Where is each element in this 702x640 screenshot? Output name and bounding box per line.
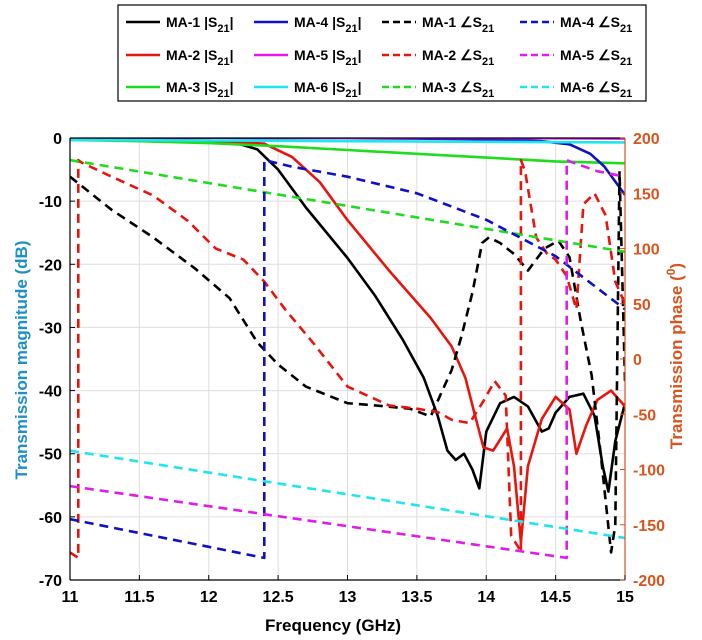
legend-label-main: MA-6 ∠S [560,79,620,95]
right-y-tick-label: 0 [633,352,642,369]
x-tick-label: 14.5 [540,589,571,606]
legend-label-subscript: 21 [217,23,229,35]
series-line-6 [70,138,625,144]
plot-series [70,138,625,560]
legend-label: MA-4 ∠S21 [560,14,632,35]
x-tick-label: 14 [477,589,495,606]
x-tick-label: 12 [200,589,218,606]
left-y-tick-label: -70 [39,573,62,590]
left-y-tick-label: 0 [53,131,62,148]
legend-label-subscript: 21 [345,88,357,100]
x-tick-label: 15 [616,589,634,606]
legend-label: MA-2 ∠S21 [422,47,494,68]
series-line-7 [70,169,625,554]
legend-label-main: MA-4 |S [294,14,345,30]
legend-label-subscript: 21 [620,23,632,35]
legend-label-tail: | [230,79,234,95]
series-line-11 [70,158,625,560]
legend-label-tail: | [230,47,234,63]
legend-label-tail: | [358,47,362,63]
right-y-tick-label: -100 [633,463,665,480]
left-y-tick-label: -10 [39,194,62,211]
legend-label-main: MA-6 |S [294,79,345,95]
legend-label-subscript: 21 [482,88,494,100]
grid [69,137,626,581]
series-line-1 [70,138,625,493]
series-line-10 [70,158,625,560]
legend-label: MA-2 |S21| [166,47,234,68]
legend-label: MA-6 |S21| [294,79,362,100]
legend-label-subscript: 21 [345,56,357,68]
series-line-12 [70,449,625,540]
legend-label: MA-5 |S21| [294,47,362,68]
legend-label-main: MA-5 |S [294,47,345,63]
legend-label-subscript: 21 [620,88,632,100]
x-tick-label: 13 [339,589,357,606]
right-y-tick-label: 100 [633,242,660,259]
right-y-axis-label: Transmission phase (0) [664,263,686,449]
legend-label-main: MA-3 ∠S [422,79,482,95]
right-y-tick-label: 200 [633,131,660,148]
x-tick-label: 13.5 [401,589,432,606]
legend-label-main: MA-3 |S [166,79,217,95]
left-y-tick-label: -60 [39,510,62,527]
left-y-tick-label: -50 [39,447,62,464]
legend-label: MA-1 ∠S21 [422,14,494,35]
legend-label-tail: | [230,14,234,30]
right-label-superscript: 0 [664,268,678,275]
legend-label: MA-4 |S21| [294,14,362,35]
series-line-3 [70,138,625,165]
legend-label-subscript: 21 [482,23,494,35]
axis-ticks: 11 11.5 12 12.5 13 13.5 14 14.5 150-10-20-30-40-… [39,131,665,606]
x-axis-label: Frequency (GHz) [265,616,401,635]
legend-label-main: MA-5 ∠S [560,47,620,63]
legend-label-main: MA-1 |S [166,14,217,30]
left-y-tick-label: -30 [39,320,62,337]
right-y-tick-label: -150 [633,518,665,535]
legend-label-subscript: 21 [345,23,357,35]
legend-label-main: MA-1 ∠S [422,14,482,30]
legend-label-main: MA-2 |S [166,47,217,63]
series-line-9 [70,158,625,254]
x-tick-label: 12.5 [263,589,294,606]
legend-label-subscript: 21 [217,56,229,68]
right-y-tick-label: 50 [633,297,651,314]
legend-label-tail: | [358,14,362,30]
right-y-tick-label: -50 [633,407,656,424]
legend-label-main: MA-4 ∠S [560,14,620,30]
left-y-tick-label: -20 [39,257,62,274]
legend-label-main: MA-2 ∠S [422,47,482,63]
legend: MA-1 |S21| MA-4 |S21| MA-1 ∠S21 MA-4 ∠S21MA… [117,4,647,102]
right-label-main: Transmission phase ( [667,275,686,449]
legend-label-tail: | [358,79,362,95]
legend-label-subscript: 21 [217,88,229,100]
x-tick-label: 11.5 [124,589,154,606]
right-y-axis-label-group: Transmission phase (0) [664,263,686,449]
series-line-2 [70,138,625,544]
legend-label: MA-5 ∠S21 [560,47,632,68]
legend-label-subscript: 21 [620,56,632,68]
legend-label: MA-6 ∠S21 [560,79,632,100]
legend-box [117,4,647,102]
left-y-tick-label: -40 [39,384,62,401]
series-line-8 [70,158,625,560]
right-y-tick-label: -200 [633,573,665,590]
right-y-tick-label: 150 [633,186,660,203]
left-y-axis-label: Transmission magnitude (dB) [12,241,31,480]
legend-label: MA-3 ∠S21 [422,79,494,100]
x-tick-label: 11 [62,589,79,606]
legend-label: MA-3 |S21| [166,79,234,100]
legend-label: MA-1 |S21| [166,14,234,35]
legend-label-subscript: 21 [482,56,494,68]
right-label-close: ) [667,263,686,269]
